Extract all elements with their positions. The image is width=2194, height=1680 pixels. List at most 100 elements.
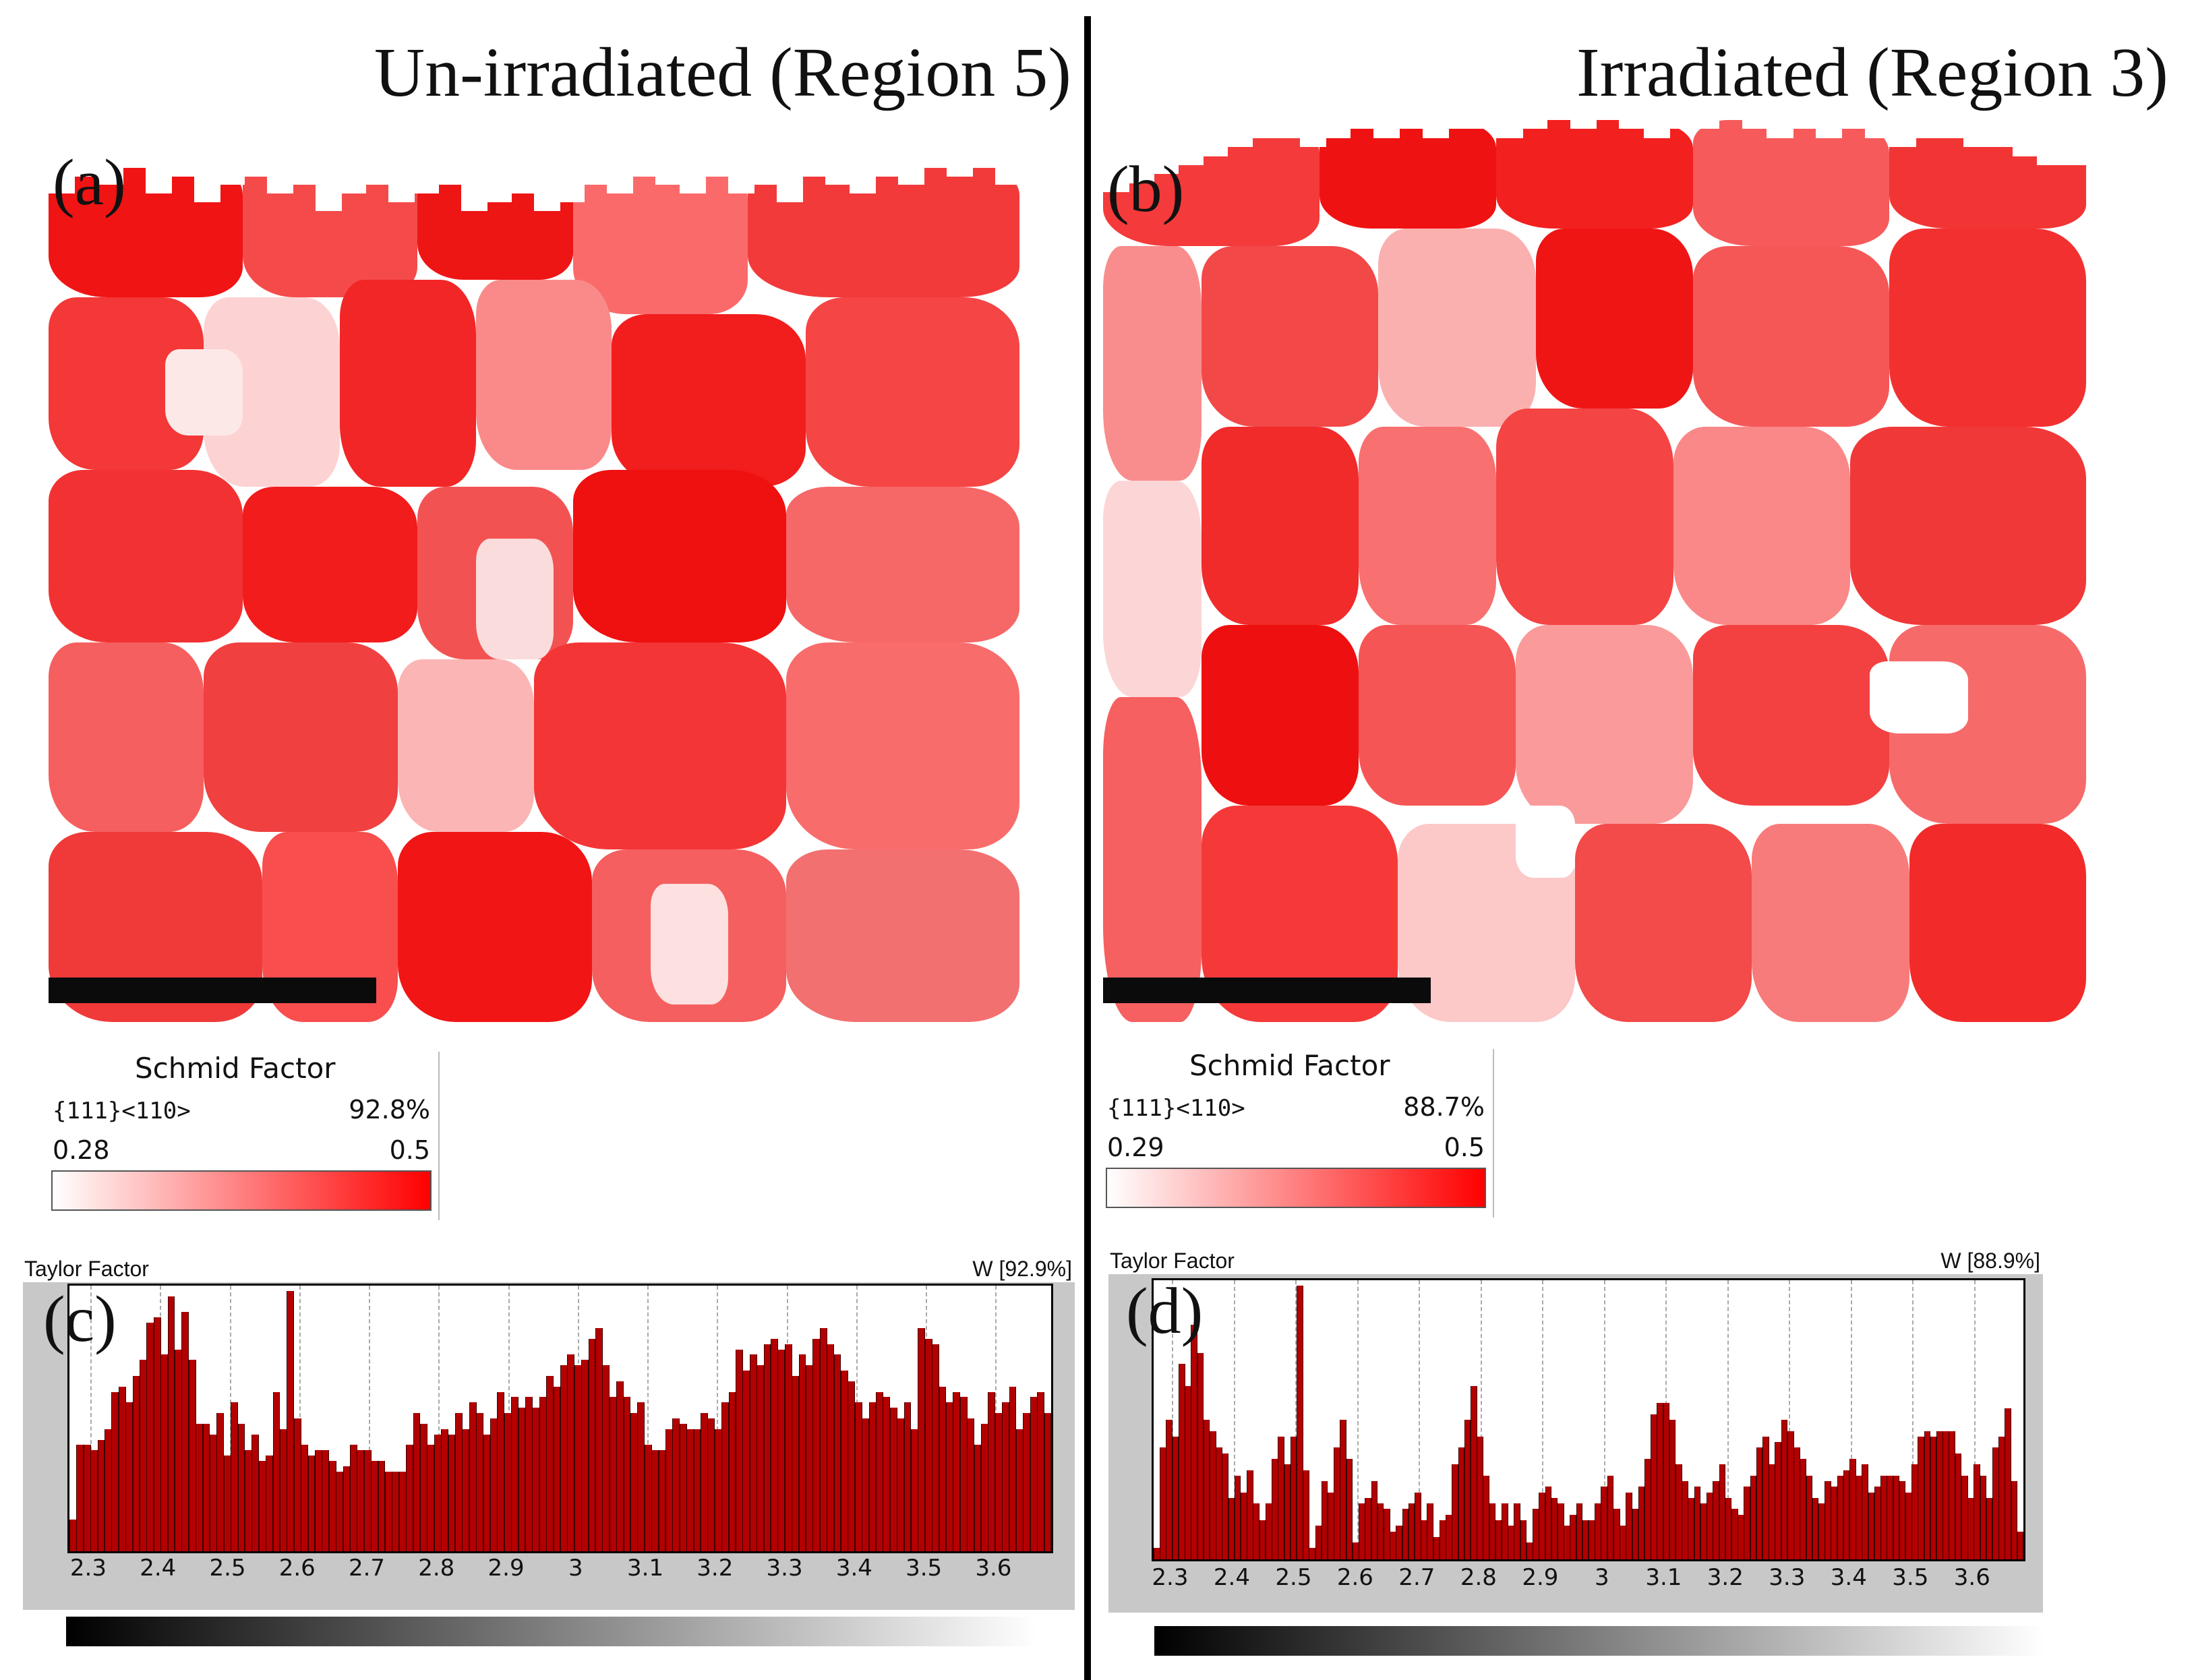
hist-bar (995, 1413, 1003, 1551)
hist-bar (1377, 1503, 1384, 1559)
hist-bar (251, 1434, 260, 1551)
grain (1692, 625, 1890, 806)
surface-edge (1324, 120, 1351, 138)
hist-bar (1321, 1481, 1328, 1559)
surface-edge (1348, 120, 1375, 129)
hist-bar (588, 1338, 596, 1551)
surface-edge (1422, 120, 1450, 138)
legend-percent: 88.7% (1403, 1092, 1485, 1122)
surface-edge (922, 159, 949, 168)
hist-bar (651, 1450, 659, 1551)
surface-edge (218, 159, 245, 185)
hist-bar (1682, 1481, 1688, 1559)
hist-bar (132, 1375, 140, 1551)
grain (243, 487, 418, 642)
hist-bar (854, 1402, 862, 1551)
hist-bar (223, 1456, 231, 1551)
grain (786, 642, 1019, 849)
hist-bar (1557, 1503, 1564, 1559)
grain (475, 280, 612, 470)
legend-min: 0.28 (53, 1135, 110, 1165)
hist-bar (1930, 1436, 1937, 1559)
surface-edge (1103, 120, 1130, 193)
hist-bar (567, 1354, 575, 1551)
hist-bar (1707, 1492, 1713, 1559)
surface-edge (534, 159, 560, 211)
grain (204, 642, 398, 833)
hist-bar (476, 1413, 484, 1551)
legend-max: 0.5 (1444, 1133, 1485, 1162)
surface-edge (971, 159, 997, 168)
grid-line (438, 1286, 440, 1551)
grid-line (1295, 1280, 1297, 1559)
grain (1319, 120, 1497, 229)
surface-edge (2061, 120, 2086, 165)
grain (49, 469, 243, 642)
hist-bar (266, 1456, 274, 1551)
hist-bar (1166, 1420, 1173, 1559)
hist-bar (69, 1519, 77, 1551)
hist-bar (455, 1413, 463, 1551)
schmid-map-unirradiated (49, 159, 1019, 1022)
x-tick-label: 3.3 (1769, 1564, 1806, 1591)
hist-title: Taylor Factor (24, 1257, 149, 1281)
hist-bar (175, 1349, 182, 1551)
x-tick-label: 2.4 (1213, 1564, 1250, 1591)
surface-edge (874, 159, 900, 177)
hist-bar (504, 1413, 512, 1551)
hist-bar (1688, 1497, 1695, 1559)
hist-bar (413, 1413, 421, 1551)
hist-plot-area (67, 1284, 1053, 1553)
hist-bar (827, 1344, 835, 1551)
hist-bar (1961, 1475, 1968, 1559)
scale-bar-left (49, 978, 376, 1003)
hist-bar (1209, 1431, 1216, 1559)
hist-bar (153, 1317, 161, 1551)
legend-title: Schmid Factor (135, 1052, 336, 1085)
hist-bar (1278, 1436, 1284, 1559)
hist-bar (350, 1445, 357, 1551)
left-panel-title: Un-irradiated (Region 5) (374, 34, 1071, 111)
surface-edge (995, 159, 1019, 185)
x-tick-label: 3.4 (835, 1555, 872, 1582)
hist-bar (1178, 1364, 1185, 1559)
hist-bar (378, 1461, 386, 1551)
hist-bar (742, 1371, 750, 1551)
hist-bar (602, 1365, 610, 1551)
hist-bar (1408, 1503, 1415, 1559)
hist-bar (1191, 1325, 1197, 1559)
hist-bar (497, 1391, 505, 1551)
surface-edge (461, 159, 487, 211)
hist-x-axis: 2.3 2.4 2.5 2.6 2.7 2.8 2.9 3 3.1 3.2 3.3 3.4 3.5 3.6 (1152, 1561, 2025, 1591)
surface-edge (825, 159, 852, 185)
surface-edge (1152, 120, 1179, 175)
x-tick-label: 2.9 (1522, 1564, 1559, 1591)
hist-bar (1489, 1503, 1496, 1559)
hist-bar (876, 1391, 883, 1551)
hist-bar (202, 1423, 210, 1551)
hist-bar (231, 1402, 239, 1551)
surface-edge (850, 159, 876, 194)
hist-bar (490, 1418, 498, 1551)
grain (572, 159, 748, 315)
hist-bar (1669, 1420, 1676, 1559)
surface-edge (243, 159, 269, 177)
grain (650, 884, 728, 1005)
surface-edge (1299, 120, 1326, 148)
hist-bar (1421, 1520, 1427, 1559)
hist-x-axis: 2.3 2.4 2.5 2.6 2.7 2.8 2.9 3 3.1 3.2 3.3 3.4 3.5 3.6 (67, 1552, 1053, 1582)
surface-edge (1938, 120, 1965, 138)
hist-bar (1439, 1520, 1446, 1559)
surface-edge (170, 159, 196, 177)
surface-edge (1668, 120, 1695, 129)
surface-edge (728, 159, 754, 194)
hist-bar (97, 1439, 105, 1551)
legend-min: 0.29 (1107, 1133, 1164, 1162)
hist-bar (525, 1397, 533, 1551)
surface-edge (777, 159, 803, 202)
legend-title: Schmid Factor (1189, 1049, 1390, 1082)
grain (572, 469, 787, 642)
hist-bar (1725, 1497, 1732, 1559)
hist-bar (939, 1386, 947, 1551)
surface-edge (194, 159, 220, 202)
